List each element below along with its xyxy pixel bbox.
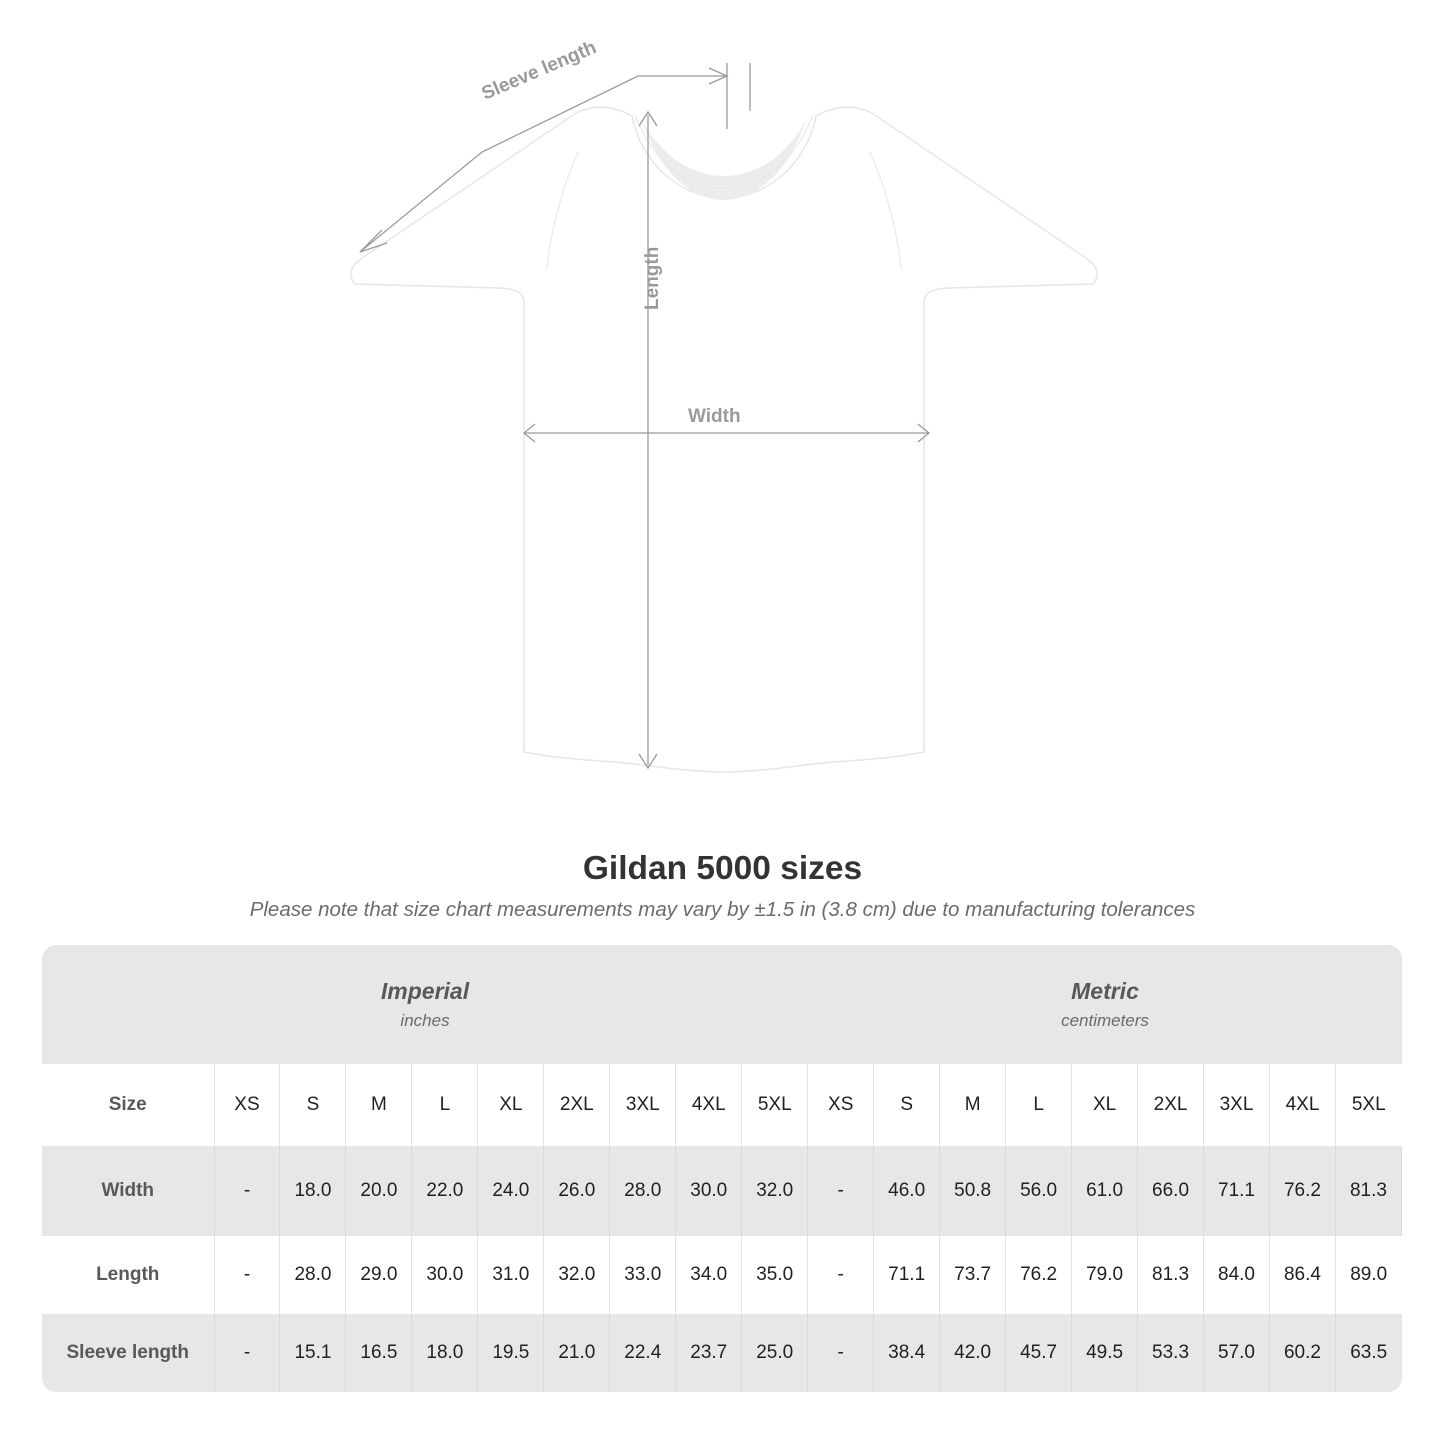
svg-text:Length: Length (642, 247, 663, 310)
svg-text:Sleeve length: Sleeve length (479, 37, 600, 105)
svg-text:Width: Width (688, 406, 741, 427)
